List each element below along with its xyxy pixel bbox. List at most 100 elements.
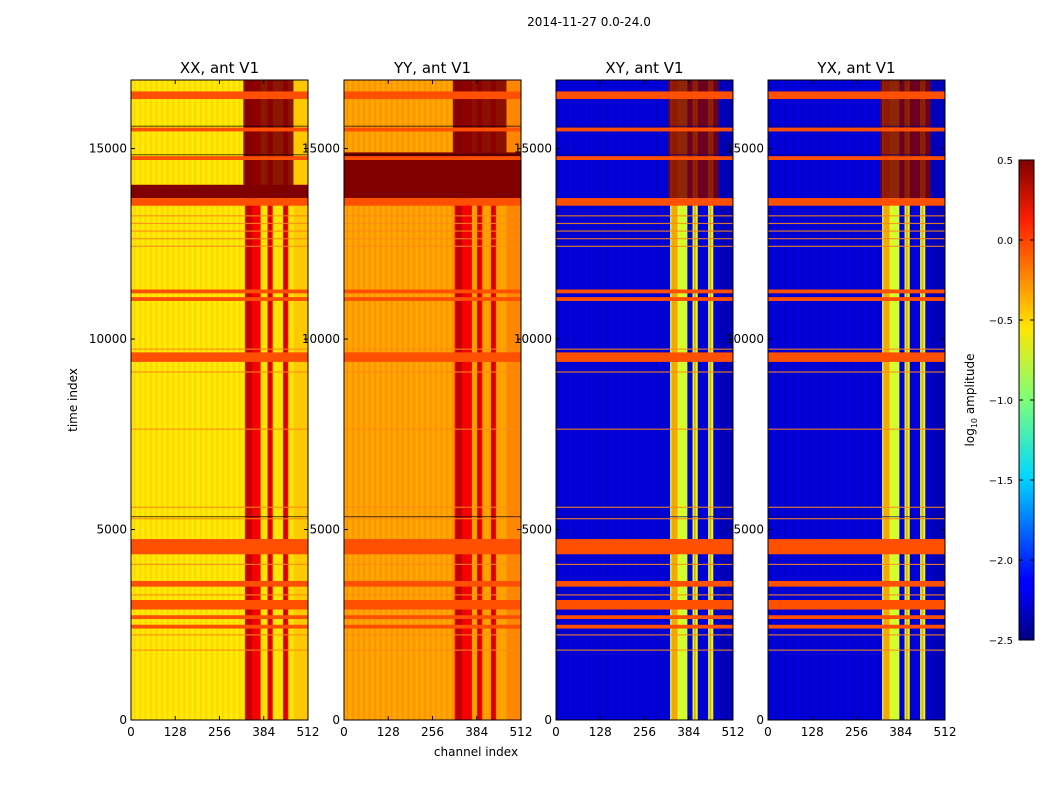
figure-suptitle: 2014-11-27 0.0-24.0 [527, 15, 651, 29]
channel-stripe [845, 80, 847, 720]
channel-stripe [363, 80, 365, 720]
channel-stripe [449, 80, 451, 720]
channel-stripe [578, 80, 580, 720]
flagged-band [131, 198, 308, 206]
rfi-core [284, 80, 287, 720]
flagged-line [556, 348, 733, 350]
channel-stripe [768, 80, 770, 720]
channel-stripe [161, 80, 163, 720]
channel-stripe [211, 80, 213, 720]
flagged-band [131, 580, 308, 587]
flagged-line [556, 222, 733, 225]
flagged-band [768, 156, 945, 160]
colorbar-label: log10 amplitude [963, 354, 979, 447]
channel-stripe [652, 80, 655, 720]
channel-stripe [438, 80, 440, 720]
channel-stripe [440, 80, 443, 720]
flagged-line [131, 428, 308, 430]
channel-stripe [616, 80, 619, 720]
flagged-line [768, 230, 945, 232]
channel-stripe [446, 80, 448, 720]
edge-band [506, 80, 521, 720]
flagged-band [344, 127, 521, 132]
panel-heatmap [131, 80, 308, 720]
channel-stripe [806, 80, 809, 720]
channel-stripe [205, 80, 208, 720]
y-tick-label: 15000 [514, 142, 552, 156]
colorbar-tick-label: −2.0 [989, 556, 1013, 567]
channel-stripe [558, 80, 561, 720]
channel-stripe [404, 80, 407, 720]
y-axis-label: time index [66, 368, 80, 432]
channel-stripe [815, 80, 817, 720]
y-tick-label: 5000 [309, 523, 340, 537]
x-tick-label: 128 [164, 725, 187, 739]
flagged-line [344, 238, 521, 240]
channel-stripe [831, 80, 833, 720]
channel-stripe [418, 80, 421, 720]
colorbar-tick-label: 0.0 [997, 236, 1013, 247]
edge-band [930, 80, 945, 720]
flagged-band [131, 156, 308, 160]
channel-stripe [213, 80, 216, 720]
channel-stripe [586, 80, 588, 720]
flagged-line [768, 245, 945, 247]
channel-stripe [790, 80, 792, 720]
flagged-line [768, 215, 945, 217]
rfi-core [709, 80, 712, 720]
channel-stripe [233, 80, 235, 720]
channel-stripe [564, 80, 566, 720]
channel-stripe [178, 80, 180, 720]
flagged-band [344, 91, 521, 100]
channel-stripe [622, 80, 624, 720]
flagged-band [344, 580, 521, 587]
rfi-burst [243, 80, 294, 199]
flagged-line [344, 428, 521, 430]
channel-stripe [382, 80, 385, 720]
channel-stripe [641, 80, 644, 720]
y-tick-label: 5000 [521, 523, 552, 537]
panel-0: XX, ant V1 0 128 256 384 512 0 5000 10000 15000 [89, 59, 320, 739]
channel-stripe [131, 80, 133, 720]
dark-line [556, 125, 733, 127]
rfi-core [478, 80, 481, 720]
rfi-core [246, 80, 252, 720]
panel-heatmap [344, 80, 521, 720]
channel-stripe [859, 80, 861, 720]
rfi-core [268, 80, 271, 720]
x-tick-label: 384 [889, 725, 912, 739]
channel-stripe [856, 80, 858, 720]
x-tick-label: 512 [510, 725, 533, 739]
channel-stripe [194, 80, 196, 720]
channel-stripe [352, 80, 354, 720]
flagged-line [131, 222, 308, 225]
flagged-band [344, 297, 521, 301]
channel-stripe [801, 80, 803, 720]
flagged-band [344, 352, 521, 362]
channel-stripe [410, 80, 412, 720]
channel-stripe [591, 80, 594, 720]
x-tick-label: 0 [552, 725, 560, 739]
dark-line [768, 154, 945, 156]
flagged-band [556, 600, 733, 610]
flagged-line [131, 348, 308, 350]
flagged-band [768, 127, 945, 132]
channel-stripe [155, 80, 158, 720]
flagged-line [131, 371, 308, 373]
flagged-line [768, 594, 945, 596]
flagged-band [768, 600, 945, 610]
channel-stripe [374, 80, 376, 720]
channel-stripe [864, 80, 867, 720]
y-tick-label: 10000 [514, 332, 552, 346]
flagged-band [556, 580, 733, 587]
channel-stripe [798, 80, 800, 720]
channel-stripe [594, 80, 597, 720]
flagged-band [556, 297, 733, 301]
panels-group: XX, ant V10 128 256 384 512050001000015000YY… [89, 59, 957, 739]
y-tick-label: 5000 [733, 523, 764, 537]
channel-stripe [826, 80, 828, 720]
flagged-line [344, 594, 521, 596]
channel-stripe [862, 80, 864, 720]
channel-stripe [191, 80, 194, 720]
channel-stripe [569, 80, 572, 720]
